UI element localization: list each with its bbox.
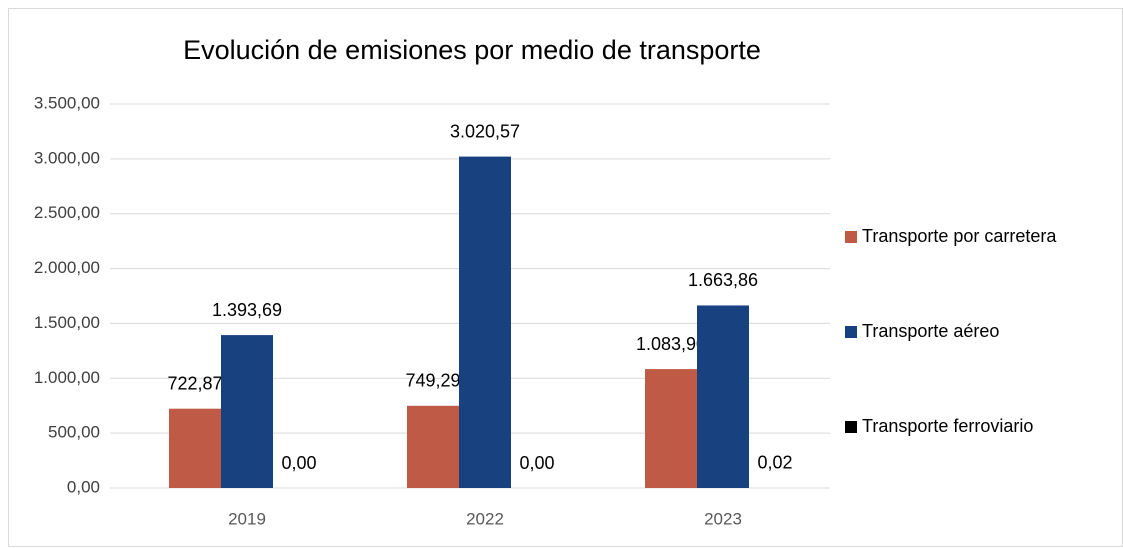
y-tick-label: 1.500,00 [34,313,100,332]
y-tick-label: 2.000,00 [34,258,100,277]
x-tick-label: 2022 [466,509,504,528]
data-label: 1.393,69 [212,300,282,320]
data-label: 1.083,90 [636,334,706,354]
bar [645,369,697,488]
y-tick-label: 500,00 [48,423,100,442]
y-tick-label: 2.500,00 [34,203,100,222]
y-tick-label: 3.000,00 [34,148,100,167]
data-label: 1.663,86 [688,270,758,290]
legend-swatch [845,326,857,338]
legend-label: Transporte por carretera [862,226,1057,246]
y-tick-label: 1.000,00 [34,368,100,387]
legend-label: Transporte ferroviario [862,416,1033,436]
data-label: 0,02 [757,453,792,473]
bar [221,335,273,488]
bar [459,156,511,488]
data-label: 3.020,57 [450,121,520,141]
x-tick-label: 2023 [704,509,742,528]
legend-label: Transporte aéreo [862,321,999,341]
data-label: 0,00 [519,453,554,473]
bar [169,408,221,488]
data-label: 0,00 [281,453,316,473]
data-label: 749,29 [405,371,460,391]
y-tick-label: 3.500,00 [34,93,100,112]
y-tick-label: 0,00 [67,477,100,496]
bar [697,305,749,488]
x-tick-label: 2019 [228,509,266,528]
bar [407,405,459,488]
chart-title: Evolución de emisiones por medio de tran… [183,35,761,65]
data-label: 722,87 [167,373,222,393]
legend-swatch [845,231,857,243]
legend-swatch [845,421,857,433]
